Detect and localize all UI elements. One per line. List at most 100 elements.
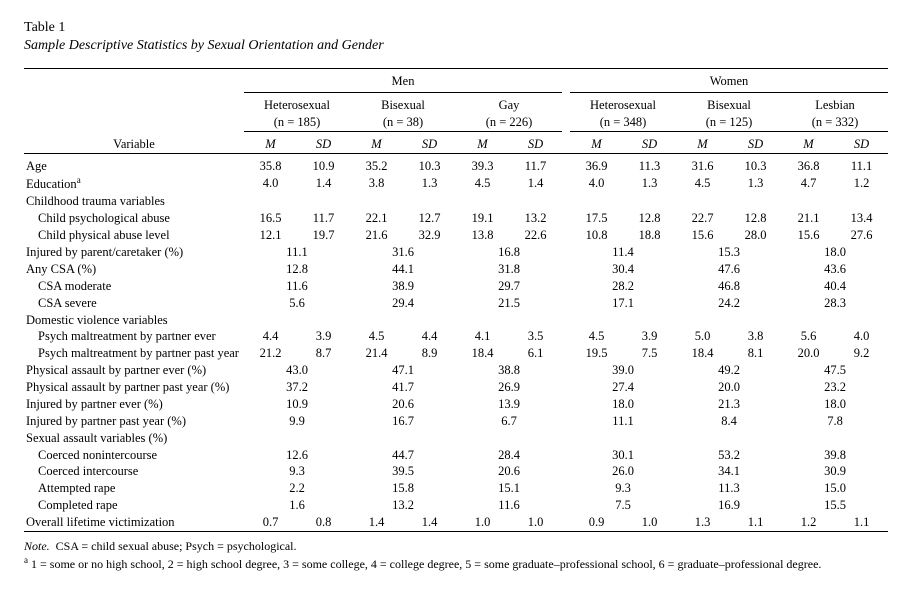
cell-value: 28.4 — [456, 447, 562, 464]
table-title: Table 1 — [24, 20, 888, 36]
table-row: Injured by parent/caretaker (%)11.131.61… — [24, 244, 888, 261]
header-women: Women — [570, 73, 888, 92]
cell-m: 4.5 — [570, 328, 623, 345]
cell-value: 11.1 — [570, 413, 676, 430]
row-label: Completed rape — [24, 497, 244, 514]
cell-m: 3.8 — [350, 174, 403, 193]
row-label: Attempted rape — [24, 480, 244, 497]
table-row: Coerced nonintercourse12.644.728.430.153… — [24, 447, 888, 464]
cell-value: 39.0 — [570, 362, 676, 379]
cell-value: 8.4 — [676, 413, 782, 430]
cell-value: 28.2 — [570, 278, 676, 295]
col-variable: Variable — [24, 136, 244, 153]
cell-m: 4.1 — [456, 328, 509, 345]
cell-sd: 1.3 — [729, 174, 782, 193]
cell-m: 0.7 — [244, 514, 297, 531]
cell-sd: 1.1 — [729, 514, 782, 531]
cell-m: 1.0 — [456, 514, 509, 531]
cell-sd: 8.9 — [403, 345, 456, 362]
cell-value: 24.2 — [676, 295, 782, 312]
cell-sd: 1.4 — [297, 174, 350, 193]
cell-value: 38.8 — [456, 362, 562, 379]
cell-m: 36.8 — [782, 158, 835, 175]
cell-m: 5.6 — [782, 328, 835, 345]
footnote-a: 1 = some or no high school, 2 = high sch… — [31, 557, 821, 571]
cell-m: 4.7 — [782, 174, 835, 193]
cell-sd: 10.3 — [729, 158, 782, 175]
cell-sd: 18.8 — [623, 227, 676, 244]
note-body: CSA = child sexual abuse; Psych = psycho… — [56, 539, 297, 553]
cell-m: 16.5 — [244, 210, 297, 227]
cell-m: 35.2 — [350, 158, 403, 175]
table-row: Child psychological abuse16.511.722.112.… — [24, 210, 888, 227]
grp-label: Heterosexual — [570, 97, 676, 114]
cell-value: 39.8 — [782, 447, 888, 464]
cell-m: 39.3 — [456, 158, 509, 175]
table-body: Age35.810.935.210.339.311.736.911.331.61… — [24, 158, 888, 532]
cell-value: 15.1 — [456, 480, 562, 497]
cell-value: 5.6 — [244, 295, 350, 312]
row-label: Overall lifetime victimization — [24, 514, 244, 531]
row-label: Any CSA (%) — [24, 261, 244, 278]
cell-value: 31.6 — [350, 244, 456, 261]
grp-n: (n = 226) — [456, 114, 562, 131]
row-label: Domestic violence variables — [24, 312, 244, 329]
table-row: Overall lifetime victimization0.70.81.41… — [24, 514, 888, 531]
cell-value: 9.3 — [570, 480, 676, 497]
row-label: Injured by partner ever (%) — [24, 396, 244, 413]
cell-value: 30.1 — [570, 447, 676, 464]
table-row: Child physical abuse level12.119.721.632… — [24, 227, 888, 244]
cell-value: 34.1 — [676, 463, 782, 480]
cell-value: 10.9 — [244, 396, 350, 413]
cell-sd: 8.7 — [297, 345, 350, 362]
cell-sd: 19.7 — [297, 227, 350, 244]
cell-value: 16.7 — [350, 413, 456, 430]
cell-m: 15.6 — [676, 227, 729, 244]
table-row: Physical assault by partner ever (%)43.0… — [24, 362, 888, 379]
cell-value: 13.9 — [456, 396, 562, 413]
cell-value: 20.6 — [456, 463, 562, 480]
table-subtitle: Sample Descriptive Statistics by Sexual … — [24, 38, 888, 54]
cell-m: 1.3 — [676, 514, 729, 531]
row-label: Physical assault by partner ever (%) — [24, 362, 244, 379]
cell-m: 18.4 — [456, 345, 509, 362]
table-row: CSA moderate11.638.929.728.246.840.4 — [24, 278, 888, 295]
cell-m: 10.8 — [570, 227, 623, 244]
row-label: Educationa — [24, 174, 244, 193]
cell-value: 26.9 — [456, 379, 562, 396]
cell-sd: 1.3 — [403, 174, 456, 193]
cell-value: 20.6 — [350, 396, 456, 413]
row-label: Age — [24, 158, 244, 175]
cell-value: 6.7 — [456, 413, 562, 430]
cell-m: 17.5 — [570, 210, 623, 227]
cell-m: 4.5 — [676, 174, 729, 193]
cell-value: 9.3 — [244, 463, 350, 480]
row-label: Physical assault by partner past year (%… — [24, 379, 244, 396]
cell-m: 20.0 — [782, 345, 835, 362]
cell-value: 30.9 — [782, 463, 888, 480]
table-row: Physical assault by partner past year (%… — [24, 379, 888, 396]
cell-sd: 11.1 — [835, 158, 888, 175]
cell-m: 4.0 — [244, 174, 297, 193]
table-row: Psych maltreatment by partner ever4.43.9… — [24, 328, 888, 345]
cell-value: 17.1 — [570, 295, 676, 312]
table-row: CSA severe5.629.421.517.124.228.3 — [24, 295, 888, 312]
row-label: CSA moderate — [24, 278, 244, 295]
header-men: Men — [244, 73, 562, 92]
cell-sd: 0.8 — [297, 514, 350, 531]
cell-value: 47.5 — [782, 362, 888, 379]
cell-value: 9.9 — [244, 413, 350, 430]
cell-m: 21.4 — [350, 345, 403, 362]
col-sd: SD — [316, 137, 331, 151]
cell-sd: 3.5 — [509, 328, 562, 345]
cell-sd: 1.2 — [835, 174, 888, 193]
cell-value: 23.2 — [782, 379, 888, 396]
cell-sd: 9.2 — [835, 345, 888, 362]
cell-sd: 8.1 — [729, 345, 782, 362]
cell-value: 27.4 — [570, 379, 676, 396]
cell-value: 49.2 — [676, 362, 782, 379]
cell-m: 21.6 — [350, 227, 403, 244]
cell-value: 40.4 — [782, 278, 888, 295]
cell-sd: 3.9 — [623, 328, 676, 345]
grp-label: Bisexual — [350, 97, 456, 114]
